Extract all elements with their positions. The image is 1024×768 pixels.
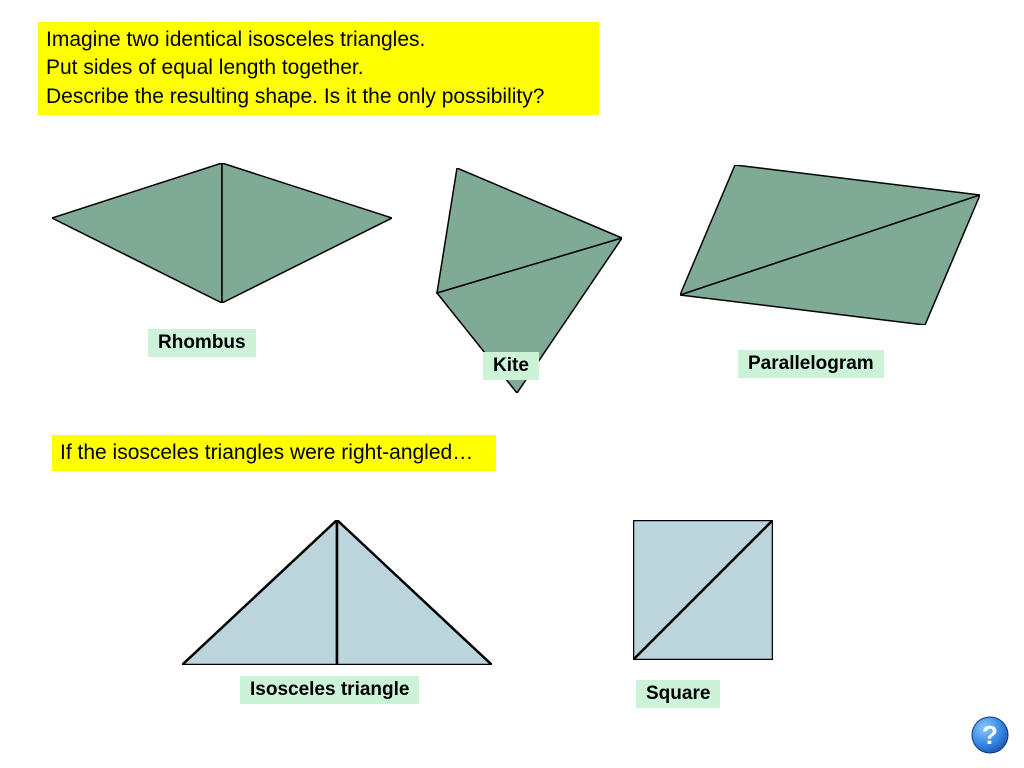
prompt-1-line-2: Put sides of equal length together. xyxy=(46,56,364,79)
parallelogram-label: Parallelogram xyxy=(738,350,884,378)
iso-tri-right xyxy=(337,520,492,665)
prompt-box-2: If the isosceles triangles were right-an… xyxy=(52,435,496,471)
prompt-1-line-1: Imagine two identical isosceles triangle… xyxy=(46,28,425,51)
help-icon[interactable]: ? xyxy=(970,715,1010,755)
svg-text:?: ? xyxy=(982,720,998,750)
isosceles-triangle-shape xyxy=(182,520,492,665)
parallelogram-shape xyxy=(680,165,980,325)
prompt-1-line-3: Describe the resulting shape. Is it the … xyxy=(46,85,544,108)
rhombus-label: Rhombus xyxy=(148,329,256,357)
rhombus-shape xyxy=(52,163,392,303)
square-label: Square xyxy=(636,680,720,708)
rhombus-tri-right xyxy=(222,163,392,303)
isosceles-label: Isosceles triangle xyxy=(240,676,419,704)
square-shape xyxy=(633,520,773,660)
rhombus-tri-left xyxy=(52,163,222,303)
prompt-2-text: If the isosceles triangles were right-an… xyxy=(60,441,473,464)
kite-label: Kite xyxy=(483,352,539,380)
prompt-box-1: Imagine two identical isosceles triangle… xyxy=(38,22,599,115)
iso-tri-left xyxy=(182,520,337,665)
